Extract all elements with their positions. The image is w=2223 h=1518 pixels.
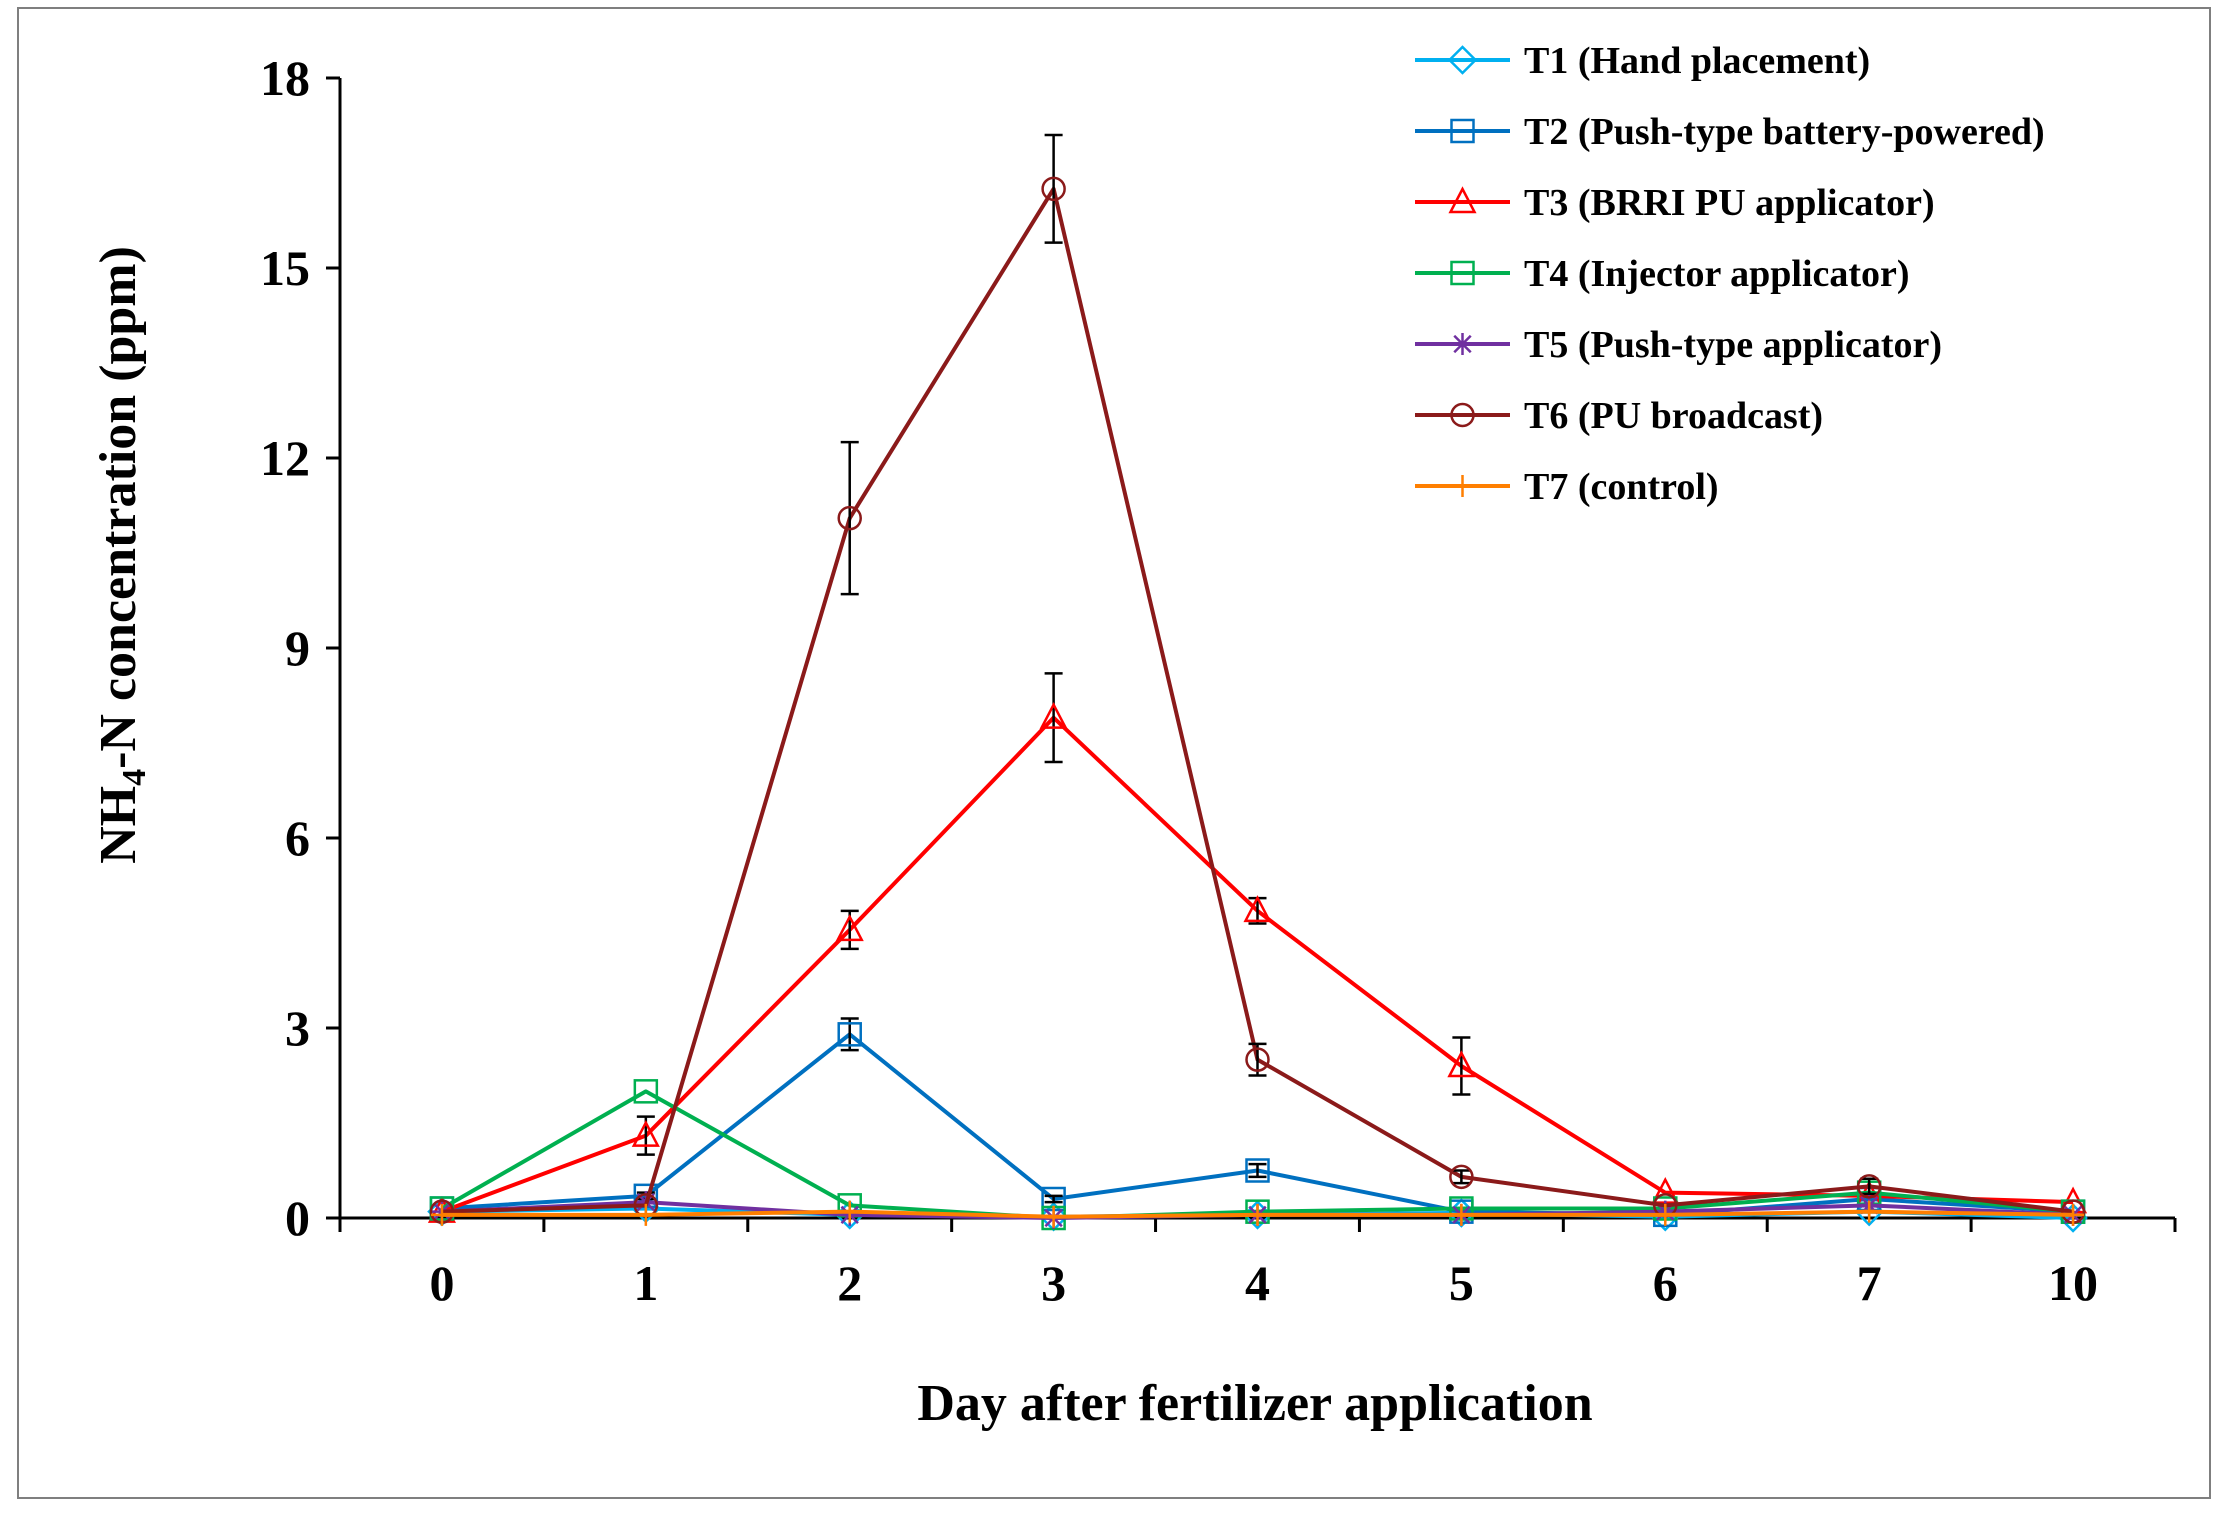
point-t7 bbox=[1858, 1200, 1881, 1223]
y-axis-title: NH4-N concentration (ppm) bbox=[90, 246, 153, 864]
legend-item-t4: T4 (Injector applicator) bbox=[1415, 253, 1910, 295]
x-tick-label: 4 bbox=[1245, 1255, 1270, 1311]
point-t6 bbox=[837, 505, 862, 531]
error-bar-t6 bbox=[840, 440, 859, 596]
point-t7 bbox=[430, 1203, 453, 1226]
legend-marker-t7 bbox=[1451, 475, 1474, 497]
point-t3 bbox=[1447, 1050, 1476, 1078]
legend-label-t5: T5 (Push-type applicator) bbox=[1524, 324, 1942, 366]
legend-marker-t1 bbox=[1447, 45, 1478, 75]
point-t3 bbox=[1243, 895, 1272, 923]
point-t7 bbox=[1450, 1203, 1473, 1226]
point-t7 bbox=[2062, 1203, 2085, 1226]
legend-label-t1: T1 (Hand placement) bbox=[1524, 40, 1870, 82]
legend-marker-t5 bbox=[1451, 333, 1474, 355]
x-tick-label: 1 bbox=[633, 1255, 658, 1311]
y-axis-title-main: NH bbox=[90, 786, 147, 864]
legend-item-t1: T1 (Hand placement) bbox=[1415, 40, 1870, 82]
legend-label-t3: T3 (BRRI PU applicator) bbox=[1524, 182, 1935, 224]
point-t7 bbox=[838, 1200, 861, 1223]
y-tick-label: 9 bbox=[285, 620, 310, 676]
legend-marker-t3 bbox=[1448, 186, 1477, 214]
x-tick-label: 0 bbox=[429, 1255, 454, 1311]
x-tick-label: 6 bbox=[1653, 1255, 1678, 1311]
legend-marker-t6 bbox=[1450, 402, 1475, 428]
error-bar-t3 bbox=[1044, 672, 1063, 764]
y-tick-label: 6 bbox=[285, 810, 310, 866]
point-t7 bbox=[1042, 1205, 1065, 1228]
point-t3 bbox=[631, 1119, 660, 1147]
legend-label-t4: T4 (Injector applicator) bbox=[1524, 253, 1910, 295]
point-t7 bbox=[1246, 1203, 1269, 1226]
legend-label-t7: T7 (control) bbox=[1524, 466, 1719, 508]
legend-label-t2: T2 (Push-type battery-powered) bbox=[1524, 111, 2045, 153]
error-bar-t2 bbox=[1248, 1162, 1267, 1179]
legend-marker-t4 bbox=[1450, 260, 1475, 286]
x-tick-label: 2 bbox=[837, 1255, 862, 1311]
y-tick-label: 0 bbox=[285, 1190, 310, 1246]
legend-marker-t2 bbox=[1450, 118, 1475, 144]
error-bar-t6 bbox=[1860, 1177, 1879, 1196]
x-axis-title: Day after fertilizer application bbox=[917, 1375, 1592, 1432]
point-t6 bbox=[1245, 1047, 1270, 1072]
point-t7 bbox=[634, 1203, 657, 1226]
point-t2 bbox=[837, 1022, 862, 1047]
y-tick-label: 15 bbox=[260, 240, 310, 296]
legend-item-t2: T2 (Push-type battery-powered) bbox=[1415, 111, 2045, 153]
y-tick-label: 3 bbox=[285, 1000, 310, 1056]
point-t7 bbox=[1654, 1203, 1677, 1226]
error-bar-t3 bbox=[1452, 1036, 1471, 1096]
point-t6 bbox=[1041, 176, 1066, 202]
legend-item-t7: T7 (control) bbox=[1415, 466, 1719, 508]
y-tick-label: 18 bbox=[260, 50, 310, 106]
point-t2 bbox=[1245, 1158, 1270, 1183]
point-t4 bbox=[633, 1079, 659, 1104]
point-t3 bbox=[835, 914, 864, 942]
chart-frame bbox=[17, 7, 2211, 1499]
error-bar-t2 bbox=[1044, 1194, 1063, 1204]
legend-label-t6: T6 (PU broadcast) bbox=[1524, 395, 1823, 437]
y-axis-title-subscript: 4 bbox=[116, 769, 153, 786]
point-t6 bbox=[1856, 1174, 1882, 1199]
series-t6 bbox=[429, 133, 2086, 1224]
error-bar-t6 bbox=[1044, 133, 1063, 244]
y-axis-title-rest: -N concentration (ppm) bbox=[90, 246, 147, 769]
x-tick-label: 7 bbox=[1857, 1255, 1882, 1311]
point-t3 bbox=[1039, 701, 1068, 729]
x-tick-label: 3 bbox=[1041, 1255, 1066, 1311]
legend: T1 (Hand placement) T2 (Push-type battery… bbox=[1415, 40, 2045, 508]
error-bar-t6 bbox=[1452, 1169, 1471, 1185]
legend-item-t3: T3 (BRRI PU applicator) bbox=[1415, 182, 1935, 224]
series-t7 bbox=[430, 1200, 2085, 1228]
legend-item-t5: T5 (Push-type applicator) bbox=[1415, 324, 1942, 366]
y-tick-label: 12 bbox=[260, 430, 310, 486]
x-tick-label: 10 bbox=[2048, 1255, 2098, 1311]
point-t6 bbox=[1449, 1164, 1474, 1190]
series-layer bbox=[427, 133, 2088, 1233]
legend-item-t6: T6 (PU broadcast) bbox=[1415, 395, 1823, 437]
x-tick-label: 5 bbox=[1449, 1255, 1474, 1311]
